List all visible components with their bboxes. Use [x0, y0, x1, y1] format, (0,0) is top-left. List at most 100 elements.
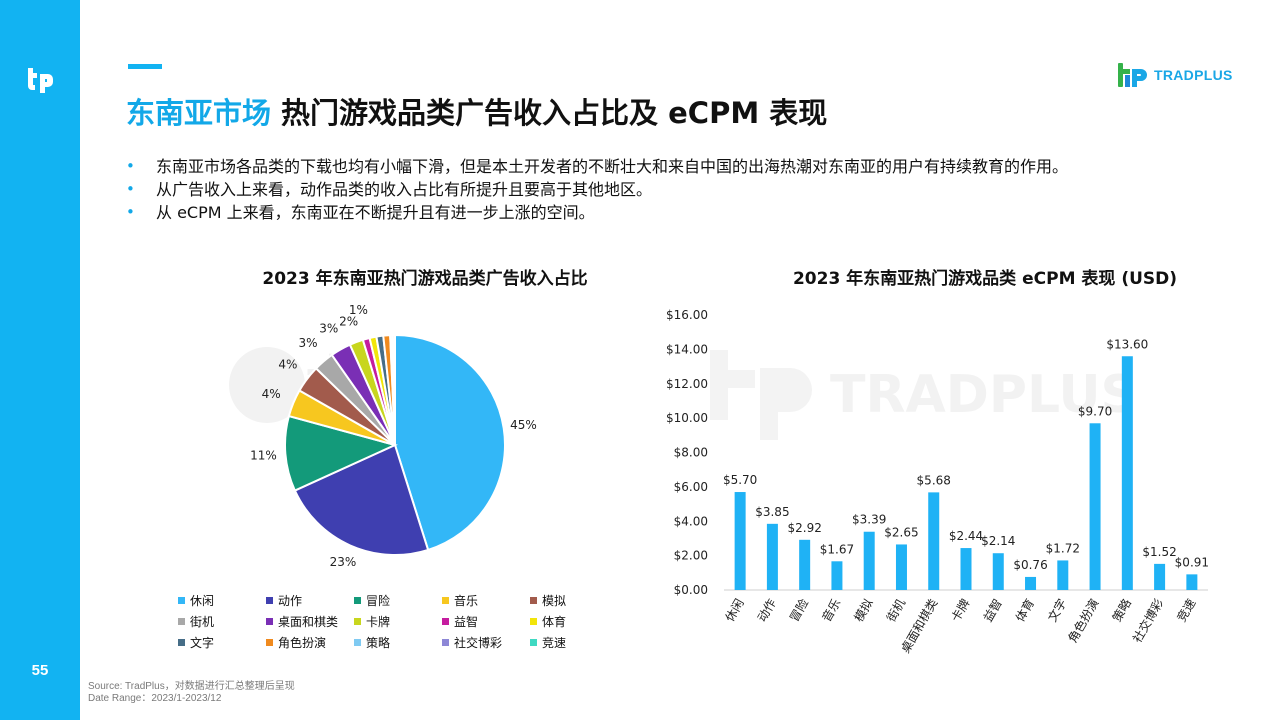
legend-swatch	[442, 639, 449, 646]
bar-data-label: $1.67	[820, 542, 854, 556]
legend-swatch	[354, 597, 361, 604]
legend-row: 文字 角色扮演 策略 社交博彩 竞速	[178, 632, 618, 653]
pie-chart-title: 2023 年东南亚热门游戏品类广告收入占比	[262, 269, 588, 289]
y-tick-label: $14.00	[666, 342, 708, 356]
x-tick-label: 社交博彩	[1129, 596, 1166, 645]
legend-item: 休闲	[178, 592, 266, 609]
bar-data-label: $3.85	[755, 505, 789, 519]
y-tick-label: $2.00	[674, 549, 708, 563]
bar-data-label: $2.14	[981, 534, 1015, 548]
legend-item: 角色扮演	[266, 634, 354, 651]
x-tick-label: 模拟	[852, 597, 876, 625]
bar	[1089, 423, 1101, 590]
bar	[831, 561, 843, 590]
pie-slice-label: 3%	[299, 336, 318, 350]
brand-name: TRADPLUS	[1154, 67, 1233, 83]
bar-data-label: $13.60	[1106, 337, 1148, 351]
bar	[766, 523, 778, 590]
legend-item: 动作	[266, 592, 354, 609]
y-tick-label: $6.00	[674, 480, 708, 494]
bar-data-label: $2.92	[787, 521, 821, 535]
bar	[928, 492, 940, 590]
pie-slice-label: 1%	[337, 290, 356, 293]
bar-data-label: $0.76	[1013, 558, 1047, 572]
legend-swatch	[442, 618, 449, 625]
bullet-item: 东南亚市场各品类的下载也均有小幅下滑，但是本土开发者的不断壮大和来自中国的出海热…	[126, 155, 1236, 178]
bar-data-label: $3.39	[852, 513, 886, 527]
legend-item: 卡牌	[354, 613, 442, 630]
tradplus-logo-icon	[28, 68, 53, 93]
bar	[1186, 574, 1198, 590]
legend-row: 街机 桌面和棋类 卡牌 益智 体育	[178, 611, 618, 632]
bullet-item: 从 eCPM 上来看，东南亚在不断提升且有进一步上涨的空间。	[126, 201, 1236, 224]
bar-data-label: $1.52	[1142, 545, 1176, 559]
legend-label: 冒险	[366, 594, 391, 608]
bar	[1121, 356, 1133, 590]
bullet-list: 东南亚市场各品类的下载也均有小幅下滑，但是本土开发者的不断壮大和来自中国的出海热…	[126, 155, 1236, 224]
legend-swatch	[530, 597, 537, 604]
bar	[799, 539, 811, 590]
bar	[734, 492, 746, 590]
legend-label: 桌面和棋类	[278, 615, 339, 629]
legend-item: 益智	[442, 613, 530, 630]
legend-item: 文字	[178, 634, 266, 651]
legend-item: 音乐	[442, 592, 530, 609]
pie-slice-label: 23%	[330, 555, 357, 569]
pie-slice	[394, 333, 506, 552]
pie-slice-label: 4%	[278, 358, 297, 372]
pie-slice-label: 4%	[262, 387, 281, 401]
x-tick-label: 策略	[1109, 596, 1134, 624]
legend-swatch	[178, 597, 185, 604]
page-title: 东南亚市场 热门游戏品类广告收入占比及 eCPM 表现	[126, 90, 827, 132]
x-tick-label: 竞速	[1174, 597, 1198, 625]
pie-slice	[393, 333, 396, 446]
x-tick-label: 角色扮演	[1065, 596, 1102, 645]
pie-slice-label: 2%	[339, 314, 358, 328]
pie-chart: 45%23%11%4%4%3%3%2%1%1%1%1%0.3%0.3%0.1%	[250, 290, 537, 569]
legend-label: 休闲	[190, 594, 215, 608]
legend-row: 休闲 动作 冒险 音乐 模拟	[178, 590, 618, 611]
legend-item: 冒险	[354, 592, 442, 609]
page-title-highlight: 东南亚市场	[126, 96, 272, 130]
legend-item: 策略	[354, 634, 442, 651]
legend-swatch	[266, 618, 273, 625]
tradplus-brand-icon	[1118, 63, 1147, 87]
x-tick-label: 冒险	[786, 596, 811, 624]
bar	[960, 548, 972, 590]
legend-item: 社交博彩	[442, 634, 530, 651]
legend-item: 街机	[178, 613, 266, 630]
legend-label: 社交博彩	[454, 636, 503, 650]
legend-label: 街机	[190, 615, 215, 629]
legend-label: 文字	[190, 636, 215, 650]
bar	[863, 531, 875, 590]
x-tick-label: 卡牌	[948, 597, 972, 625]
pie-slice	[284, 414, 398, 492]
tradplus-watermark: TRADPLUS	[710, 350, 1130, 440]
legend-label: 体育	[542, 615, 567, 629]
x-tick-label: 街机	[884, 597, 908, 625]
x-tick-label: 益智	[980, 596, 1005, 624]
bar	[1154, 563, 1166, 590]
bar-data-label: $9.70	[1078, 404, 1112, 418]
sidebar: 55	[0, 0, 80, 720]
legend-label: 竞速	[542, 636, 567, 650]
x-tick-label: 动作	[755, 597, 779, 625]
legend-item: 模拟	[530, 592, 618, 609]
legend-label: 策略	[366, 636, 391, 650]
page-title-main: 热门游戏品类广告收入占比及 eCPM 表现	[281, 96, 828, 130]
footer-date-range: Date Range：2023/1-2023/12	[88, 693, 222, 704]
bullet-item: 从广告收入上来看，动作品类的收入占比有所提升且要高于其他地区。	[126, 178, 1236, 201]
y-tick-label: $0.00	[674, 583, 708, 597]
pie-slice-label: 11%	[250, 449, 277, 463]
svg-text:TRADPLUS: TRADPLUS	[830, 365, 1130, 425]
footer-source: Source: TradPlus，对数据进行汇总整理后呈现 Date Range…	[88, 681, 295, 705]
bar-data-label: $0.91	[1175, 555, 1209, 569]
legend-swatch	[178, 639, 185, 646]
legend-item: 竞速	[530, 634, 618, 651]
legend-label: 动作	[278, 594, 303, 608]
y-tick-label: $12.00	[666, 377, 708, 391]
footer-source-text: Source: TradPlus，对数据进行汇总整理后呈现	[88, 681, 295, 692]
legend-label: 音乐	[454, 594, 479, 608]
legend-swatch	[530, 639, 537, 646]
x-tick-label: 音乐	[819, 596, 844, 624]
